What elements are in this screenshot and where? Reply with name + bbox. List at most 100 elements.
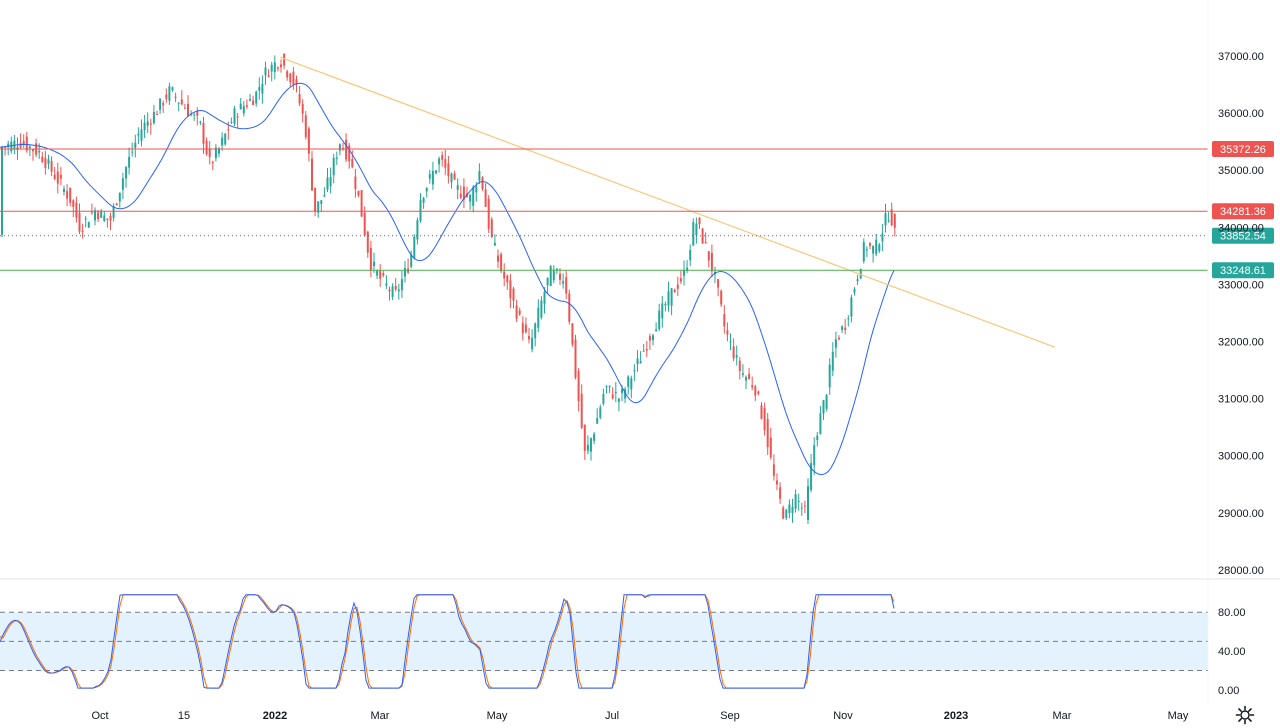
candle[interactable]	[338, 144, 341, 151]
candle[interactable]	[276, 67, 279, 69]
candle[interactable]	[196, 111, 199, 116]
candle[interactable]	[97, 212, 100, 220]
time-axis[interactable]: Oct 15 2022 Mar May Jul Sep Nov 2023 Mar May	[91, 710, 1188, 722]
candle[interactable]	[754, 386, 757, 396]
candle[interactable]	[280, 64, 282, 68]
candle[interactable]	[72, 200, 75, 207]
candle[interactable]	[205, 140, 208, 155]
candle[interactable]	[292, 71, 295, 85]
candle[interactable]	[314, 187, 317, 212]
candle[interactable]	[834, 339, 837, 348]
candle[interactable]	[199, 121, 202, 123]
candle[interactable]	[75, 202, 78, 218]
candle[interactable]	[710, 252, 713, 272]
candle[interactable]	[738, 360, 741, 371]
price-pane[interactable]	[1, 53, 896, 525]
candle[interactable]	[323, 195, 326, 197]
candle[interactable]	[351, 158, 354, 168]
candle[interactable]	[602, 393, 605, 404]
candle[interactable]	[444, 159, 447, 168]
candle[interactable]	[233, 108, 236, 124]
candle[interactable]	[859, 268, 862, 279]
stochastic-pane[interactable]	[0, 594, 1208, 689]
candle[interactable]	[803, 505, 806, 507]
candle[interactable]	[462, 186, 465, 200]
candle[interactable]	[772, 464, 775, 476]
candle[interactable]	[28, 146, 31, 149]
candle[interactable]	[400, 279, 403, 291]
candle[interactable]	[317, 201, 320, 213]
candle[interactable]	[78, 212, 81, 232]
candle[interactable]	[25, 136, 28, 151]
candle[interactable]	[639, 361, 642, 364]
candle[interactable]	[692, 222, 695, 246]
candle[interactable]	[50, 160, 53, 172]
candle[interactable]	[872, 245, 875, 254]
candle[interactable]	[289, 73, 292, 83]
candle[interactable]	[838, 337, 840, 340]
candle[interactable]	[593, 433, 596, 441]
candle[interactable]	[224, 133, 227, 145]
candle[interactable]	[670, 288, 673, 306]
candle[interactable]	[152, 111, 155, 124]
candle[interactable]	[320, 200, 323, 204]
candle[interactable]	[723, 314, 726, 327]
candle[interactable]	[56, 171, 59, 184]
candle[interactable]	[103, 215, 106, 222]
candle[interactable]	[304, 115, 307, 138]
candle[interactable]	[636, 358, 639, 365]
candle[interactable]	[428, 174, 431, 179]
candle[interactable]	[884, 213, 887, 226]
candle[interactable]	[599, 407, 602, 418]
candle[interactable]	[800, 507, 803, 509]
candle[interactable]	[850, 297, 853, 317]
candle[interactable]	[47, 159, 50, 164]
candle[interactable]	[472, 187, 475, 206]
candle[interactable]	[90, 212, 93, 214]
candle[interactable]	[537, 307, 540, 328]
candle[interactable]	[391, 286, 394, 297]
candle[interactable]	[785, 509, 788, 518]
candle[interactable]	[239, 103, 242, 110]
candle[interactable]	[493, 242, 496, 246]
candle[interactable]	[565, 277, 568, 294]
candle[interactable]	[413, 236, 416, 258]
candle[interactable]	[648, 336, 651, 341]
candle[interactable]	[608, 385, 611, 387]
candle[interactable]	[689, 250, 692, 261]
candle[interactable]	[574, 339, 577, 378]
candle[interactable]	[679, 278, 682, 282]
candle[interactable]	[369, 248, 372, 271]
candle[interactable]	[447, 163, 450, 177]
candle[interactable]	[236, 116, 239, 118]
candle[interactable]	[766, 419, 769, 448]
candle[interactable]	[214, 147, 217, 159]
candle[interactable]	[586, 444, 589, 451]
candle[interactable]	[252, 100, 255, 106]
candle[interactable]	[596, 418, 599, 424]
candle[interactable]	[121, 178, 124, 190]
candle[interactable]	[174, 96, 177, 98]
candle[interactable]	[676, 284, 679, 289]
candle[interactable]	[741, 373, 744, 375]
candle[interactable]	[481, 177, 484, 189]
settings-gear-icon[interactable]	[1235, 705, 1255, 725]
candle[interactable]	[552, 270, 555, 281]
candle[interactable]	[10, 141, 13, 152]
candle[interactable]	[528, 336, 530, 340]
candle[interactable]	[720, 290, 723, 305]
candle[interactable]	[128, 156, 131, 168]
candle[interactable]	[515, 305, 518, 319]
candle[interactable]	[208, 149, 211, 158]
candle[interactable]	[862, 242, 865, 262]
candle[interactable]	[44, 157, 47, 169]
candle[interactable]	[469, 195, 472, 202]
candle[interactable]	[816, 435, 819, 441]
candle[interactable]	[394, 285, 397, 290]
candle[interactable]	[611, 394, 614, 399]
candle[interactable]	[53, 174, 56, 179]
candle[interactable]	[183, 107, 186, 109]
candle[interactable]	[667, 291, 670, 306]
candle[interactable]	[261, 84, 264, 94]
candle[interactable]	[419, 200, 422, 221]
